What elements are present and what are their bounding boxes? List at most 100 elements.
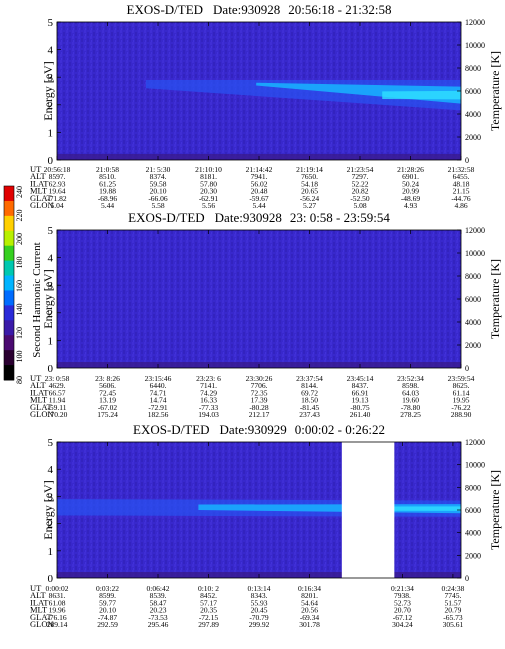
- table-cell: 23:37:54: [296, 374, 323, 383]
- table-cell: 278.25: [400, 410, 421, 419]
- table-row-label: ILAT: [30, 178, 49, 188]
- y-right-axis-label: Temperature [K]: [488, 470, 502, 550]
- table-cell: -80.75: [350, 403, 370, 412]
- table-cell: -68.96: [98, 194, 118, 203]
- heatmap-texture: [57, 230, 461, 368]
- table-cell: 8343.: [251, 591, 268, 600]
- table-cell: 5.44: [252, 201, 265, 210]
- table-cell: 0:21:34: [391, 584, 414, 593]
- table-cell: 20:56:18: [44, 165, 71, 174]
- y-right-tick-label: 6000: [465, 87, 481, 96]
- table-cell: 21:28:26: [397, 165, 424, 174]
- colorbar-swatch: [4, 350, 14, 366]
- table-cell: 0:13:14: [248, 584, 271, 593]
- table-cell: 52.73: [394, 598, 411, 607]
- table-cell: 56.02: [251, 179, 268, 188]
- table-cell: 20.65: [301, 187, 318, 196]
- table-cell: -67.12: [393, 613, 413, 622]
- table-cell: 0:00:02: [46, 584, 69, 593]
- table-cell: 20.99: [402, 187, 419, 196]
- table-cell: 170.20: [47, 410, 68, 419]
- colorbar-swatch: [4, 290, 14, 306]
- table-cell: -59.11: [47, 403, 66, 412]
- table-cell: 21.15: [453, 187, 470, 196]
- table-cell: 17.39: [251, 396, 268, 405]
- panel-title-date: Date:930929: [220, 422, 287, 437]
- y-right-tick-label: 10000: [465, 249, 485, 258]
- colorbar-swatch: [4, 200, 14, 217]
- table-cell: 7941.: [251, 172, 268, 181]
- colorbar-tick-label: 180: [15, 257, 24, 269]
- table-cell: 4.86: [454, 201, 467, 210]
- table-cell: 59.58: [150, 179, 167, 188]
- colorbar-swatch: [4, 245, 14, 262]
- panels: EXOS-D/TED Date:930928 20:56:18 - 21:32:58…: [30, 2, 502, 629]
- table-cell: 19.60: [402, 396, 419, 405]
- y-right-tick-label: 4000: [465, 110, 481, 119]
- table-row-label: MLT: [30, 395, 48, 405]
- table-cell: 13.19: [99, 396, 116, 405]
- table-cell: 8597.: [49, 172, 66, 181]
- table-cell: 175.24: [97, 410, 118, 419]
- table-cell: -76.22: [451, 403, 471, 412]
- table-cell: 21: 5:30: [146, 165, 171, 174]
- colorbar-tick-label: 120: [15, 327, 24, 339]
- y-right-axis-label: Temperature [K]: [488, 51, 502, 131]
- table-cell: 58.47: [150, 598, 167, 607]
- y-right-tick-label: 8000: [465, 272, 481, 281]
- table-cell: 48.18: [453, 179, 470, 188]
- colorbar-swatch: [4, 275, 14, 291]
- table-cell: 16.33: [200, 396, 217, 405]
- y-tick-label: 3: [48, 491, 54, 503]
- table-cell: 304.24: [392, 620, 413, 629]
- colorbar-tick-label: 200: [15, 233, 24, 245]
- table-cell: 0:03:22: [96, 584, 119, 593]
- table-cell: 4.93: [404, 201, 417, 210]
- table-cell: 23:30:26: [246, 374, 273, 383]
- table-cell: 0:24:38: [441, 584, 464, 593]
- table-cell: 19.64: [49, 187, 66, 196]
- table-cell: 66.91: [352, 388, 369, 397]
- y-right-tick-label: 8000: [465, 64, 481, 73]
- table-cell: 54.64: [301, 598, 318, 607]
- table-cell: 305.61: [443, 620, 464, 629]
- table-cell: 299.92: [249, 620, 270, 629]
- panel-title-date: Date:930928: [213, 2, 280, 17]
- table-cell: -71.82: [47, 194, 67, 203]
- table-cell: -72.91: [148, 403, 168, 412]
- table-cell: -66.06: [148, 194, 168, 203]
- y-right-tick-label: 0: [465, 574, 469, 583]
- table-cell: 20.45: [251, 606, 268, 615]
- y-right-tick-label: 2000: [465, 133, 481, 142]
- table-cell: 5.44: [101, 201, 114, 210]
- colorbar-swatch: [4, 305, 14, 321]
- y-tick-label: 1: [48, 127, 54, 139]
- spectrogram-panel: EXOS-D/TED Date:930928 20:56:18 - 21:32:58…: [30, 2, 502, 210]
- table-cell: 54.18: [301, 179, 318, 188]
- table-cell: -48.69: [401, 194, 421, 203]
- table-cell: 61.08: [49, 598, 66, 607]
- colorbar-tick-label: 220: [15, 210, 24, 222]
- table-cell: 20.48: [251, 187, 268, 196]
- table-row-label: UT: [30, 164, 42, 174]
- table-cell: 8144.: [301, 381, 318, 390]
- table-cell: -59.67: [249, 194, 269, 203]
- table-row-label: GLON: [30, 619, 54, 629]
- y-tick-label: 2: [48, 100, 54, 112]
- y-right-tick-label: 6000: [465, 295, 481, 304]
- y-right-tick-label: 10000: [465, 41, 485, 50]
- spectrogram-panel: EXOS-D/TED Date:930929 0:00:02 - 0:26:22 0 1…: [30, 422, 502, 629]
- y-right-tick-label: 2000: [465, 341, 481, 350]
- table-cell: 74.29: [200, 388, 217, 397]
- table-cell: 7938.: [394, 591, 411, 600]
- table-cell: 0:06:42: [147, 584, 170, 593]
- table-cell: -44.76: [451, 194, 471, 203]
- table-cell: 61.25: [99, 179, 116, 188]
- table-cell: 8598.: [402, 381, 419, 390]
- y-tick-label: 2: [48, 519, 54, 531]
- y-tick-label: 4: [48, 253, 54, 265]
- table-cell: 8539.: [150, 591, 167, 600]
- table-cell: 72.35: [251, 388, 268, 397]
- table-row-label: MLT: [30, 186, 48, 196]
- table-cell: 20.82: [352, 187, 369, 196]
